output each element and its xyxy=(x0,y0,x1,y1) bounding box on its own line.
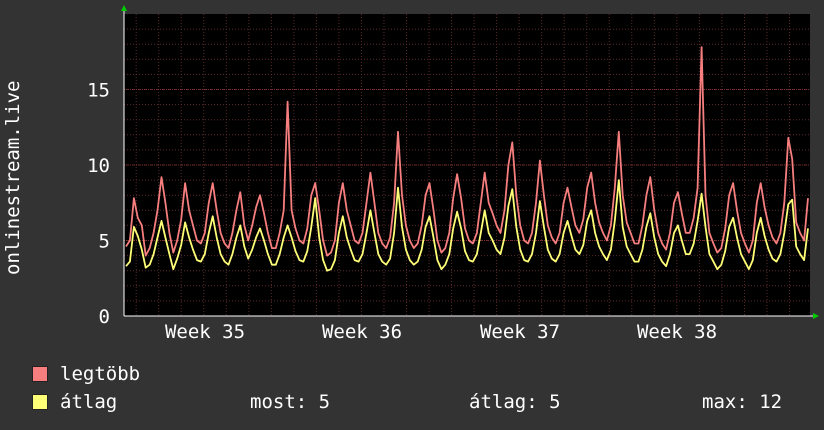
y-axis-label: onlinestream.live xyxy=(2,80,24,275)
y-tick-label: 15 xyxy=(87,80,110,102)
axes xyxy=(121,5,819,319)
y-axis-arrow-icon xyxy=(121,5,127,11)
y-tick-label: 0 xyxy=(99,306,110,328)
legend-swatch-max xyxy=(32,366,48,382)
x-tick-label: Week 37 xyxy=(480,321,560,343)
legend-swatch-avg xyxy=(32,394,48,410)
legend-item-max: legtöbb xyxy=(32,363,140,385)
tick-labels: 0 5 10 15 Week 35 Week 36 Week 37 Week 38 xyxy=(87,80,717,344)
major-grid xyxy=(124,89,810,241)
stat-max: max: 12 xyxy=(702,391,783,413)
stat-average: átlag: 5 xyxy=(469,391,561,413)
legend-label-avg: átlag xyxy=(60,391,118,413)
legend-label-max: legtöbb xyxy=(60,363,141,385)
series-layer xyxy=(125,46,809,272)
y-tick-label: 5 xyxy=(99,231,110,253)
x-tick-label: Week 35 xyxy=(165,321,245,343)
series-line-avg xyxy=(125,179,809,272)
series-line-max xyxy=(125,46,809,257)
y-tick-label: 10 xyxy=(87,155,110,177)
x-tick-label: Week 36 xyxy=(322,321,402,343)
legend-item-avg: átlag xyxy=(32,391,117,413)
x-tick-label: Week 38 xyxy=(637,321,717,343)
x-axis-arrow-icon xyxy=(813,313,819,319)
stat-now: most: 5 xyxy=(250,391,331,413)
